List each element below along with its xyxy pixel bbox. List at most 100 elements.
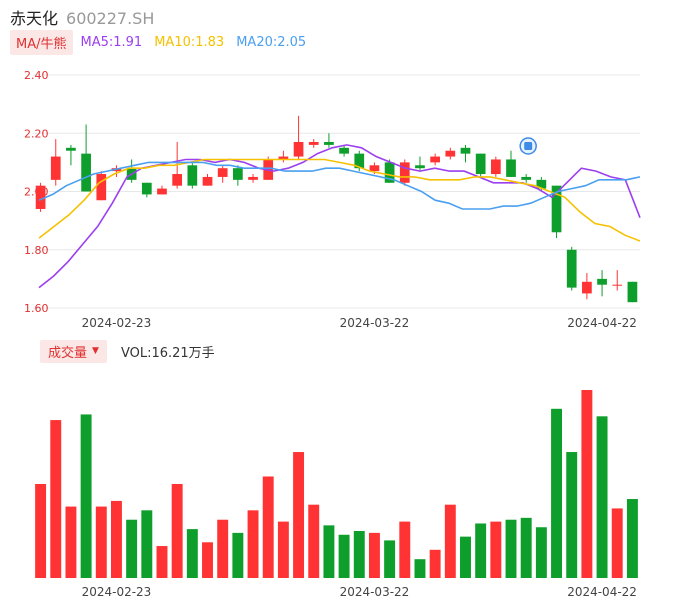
volume-date-label: 2024-04-22 — [567, 585, 637, 599]
candle-body — [399, 162, 410, 183]
volume-date-label: 2024-03-22 — [340, 585, 410, 599]
volume-bar — [80, 414, 92, 578]
candle-body — [324, 141, 334, 145]
candle-body — [369, 165, 380, 172]
volume-bar — [384, 540, 396, 578]
candle-body — [293, 141, 304, 157]
volume-bar — [156, 546, 168, 578]
volume-bar — [95, 506, 107, 578]
volume-tab-label: 成交量 — [48, 345, 88, 361]
candle-body — [202, 176, 213, 186]
event-marker-core — [524, 142, 533, 150]
event-marker-icon — [519, 137, 537, 155]
price-axis-tick-label: 1.60 — [24, 302, 49, 315]
candle-body — [597, 278, 607, 285]
volume-bar — [429, 549, 441, 578]
candle-body — [308, 141, 319, 145]
candle-body — [233, 168, 243, 180]
volume-bar — [247, 510, 259, 578]
candle-body — [551, 185, 562, 233]
volume-bar — [217, 519, 229, 578]
candle-body — [50, 156, 61, 180]
candle-body — [566, 249, 577, 288]
candle-body — [445, 150, 456, 157]
volume-bar — [293, 452, 305, 578]
volume-bar — [581, 390, 593, 578]
candle-body — [460, 147, 471, 154]
volume-bar — [566, 452, 578, 578]
volume-bar — [141, 510, 153, 578]
ma5-line — [38, 144, 641, 289]
volume-bar — [551, 408, 563, 578]
candle-body — [627, 281, 638, 303]
candle-body — [582, 281, 592, 294]
candle-body — [490, 159, 501, 175]
volume-indicator-tab[interactable]: 成交量 ▼ — [40, 339, 107, 363]
stock-header: 赤天化 600227.SH — [10, 5, 155, 28]
ma-indicator-tab[interactable]: MA/牛熊 — [10, 29, 73, 55]
candle-body — [187, 165, 198, 186]
price-axis-tick-label: 2.40 — [24, 69, 49, 82]
volume-bar — [626, 499, 638, 578]
ma-legend-bar: MA/牛熊 MA5:1.91 MA10:1.83 MA20:2.05 — [10, 29, 318, 55]
volume-bar — [475, 523, 487, 578]
volume-bar — [323, 525, 335, 578]
ma10-line — [38, 158, 641, 242]
ma10-label: MA10:1.83 — [154, 34, 225, 50]
candle-body — [354, 153, 365, 169]
ma5-label: MA5:1.91 — [80, 34, 143, 50]
volume-date-label: 2024-02-23 — [82, 585, 152, 599]
volume-bar — [353, 531, 365, 578]
volume-bar — [262, 476, 274, 578]
price-axis-tick-label: 2.20 — [24, 127, 49, 140]
volume-bar — [460, 536, 471, 578]
candle-body — [278, 156, 289, 160]
ma20-line — [38, 161, 641, 210]
volume-bar — [596, 416, 608, 578]
candle-body — [248, 176, 258, 180]
volume-bar — [171, 484, 183, 578]
candle-body — [66, 147, 76, 151]
candle-body — [536, 179, 547, 189]
candle-body — [141, 182, 152, 195]
volume-bar — [611, 508, 623, 578]
price-date-label: 2024-03-22 — [340, 316, 410, 330]
price-date-label: 2024-02-23 — [82, 316, 152, 330]
volume-bar — [110, 500, 122, 578]
stock-code: 600227.SH — [66, 9, 155, 28]
candle-body — [35, 185, 46, 209]
candle-body — [339, 147, 349, 154]
volume-bar — [414, 559, 426, 578]
candle-body — [521, 176, 532, 180]
volume-bar — [368, 532, 380, 578]
price-axis-tick-label: 1.80 — [24, 244, 49, 257]
volume-bar — [308, 504, 320, 578]
candle-body — [415, 165, 425, 169]
volume-value-label: VOL:16.21万手 — [120, 345, 215, 361]
candle-body — [430, 156, 440, 163]
candle-body — [172, 174, 183, 186]
candle-body — [157, 188, 167, 195]
ma20-label: MA20:2.05 — [236, 34, 307, 50]
volume-bar — [202, 542, 213, 578]
volume-bar — [535, 527, 547, 578]
volume-bar — [186, 529, 198, 578]
candle-body — [475, 153, 486, 175]
candle-body — [217, 168, 228, 177]
volume-bar — [505, 519, 517, 578]
price-chart[interactable]: 2.402.202.001.801.602024-02-232024-03-22… — [0, 0, 686, 330]
volume-bar — [520, 517, 532, 578]
price-date-label: 2024-04-22 — [567, 316, 637, 330]
volume-bar — [338, 534, 350, 578]
volume-bar — [399, 521, 411, 578]
candle-body — [506, 159, 516, 177]
volume-bar — [50, 420, 62, 578]
candle-body — [612, 284, 623, 286]
volume-bar — [277, 521, 289, 578]
candle-body — [96, 174, 107, 201]
volume-legend-bar: 成交量 ▼ VOL:16.21万手 — [40, 339, 215, 363]
volume-bar — [35, 484, 47, 578]
volume-bar — [232, 532, 244, 578]
candle-body — [384, 162, 395, 183]
